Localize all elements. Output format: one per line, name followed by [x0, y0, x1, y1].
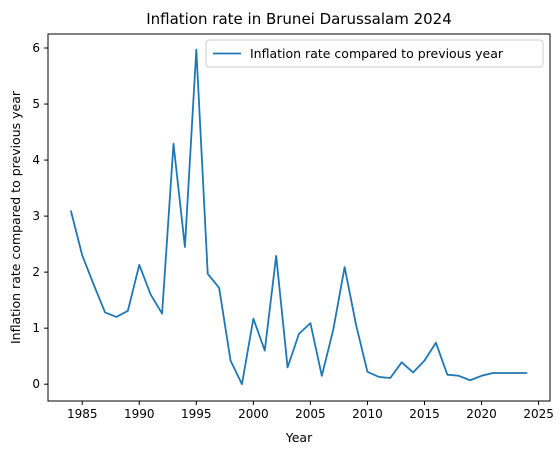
x-tick-label: 2000 [238, 407, 269, 421]
x-tick-label: 2015 [409, 407, 440, 421]
plot-frame [47, 33, 551, 402]
x-axis: 1985 1990 1995 2000 2005 2010 2015 2020 2025 [67, 401, 554, 421]
y-tick-label: 1 [32, 321, 40, 335]
legend: Inflation rate compared to previous year [205, 39, 544, 68]
y-tick-label: 3 [32, 209, 40, 223]
y-axis: 0 1 2 3 4 5 6 [32, 41, 48, 391]
y-tick-label: 4 [32, 153, 40, 167]
x-tick-label: 2010 [352, 407, 383, 421]
y-axis-label: Inflation rate compared to previous year [8, 90, 23, 344]
x-tick-label: 1995 [181, 407, 212, 421]
x-tick-label: 2020 [466, 407, 497, 421]
y-tick-label: 6 [32, 41, 40, 55]
y-tick-label: 0 [32, 377, 40, 391]
x-tick-label: 2025 [523, 407, 554, 421]
x-tick-label: 2005 [295, 407, 326, 421]
plot-area [47, 33, 551, 402]
chart-title: Inflation rate in Brunei Darussalam 2024 [146, 10, 452, 28]
series-line [69, 48, 528, 386]
x-tick-label: 1990 [124, 407, 155, 421]
y-tick-label: 2 [32, 265, 40, 279]
legend-box [205, 39, 544, 68]
x-tick-label: 1985 [67, 407, 98, 421]
legend-label: Inflation rate compared to previous year [250, 46, 504, 61]
x-axis-label: Year [285, 430, 313, 445]
y-tick-label: 5 [32, 97, 40, 111]
